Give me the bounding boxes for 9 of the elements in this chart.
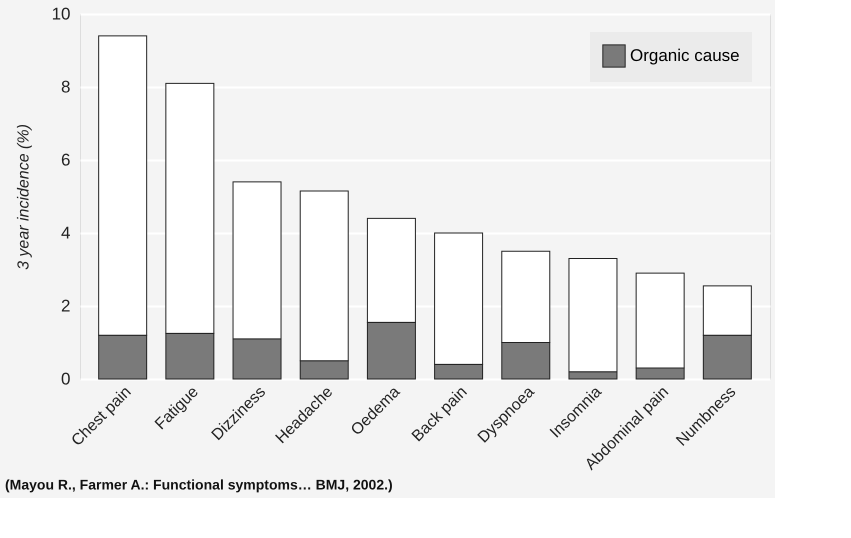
y-tick-label: 6 xyxy=(61,150,70,170)
y-tick-label: 2 xyxy=(61,296,70,316)
legend-label: Organic cause xyxy=(630,46,740,65)
y-tick-label: 0 xyxy=(61,370,70,388)
text: (Mayou R., Farmer A.: Functional symptoms… BMJ, 2002.) xyxy=(5,476,393,492)
y-tick-label: 10 xyxy=(52,4,70,24)
y-tick-label: 4 xyxy=(61,224,70,242)
y-tick-label: 8 xyxy=(61,78,70,96)
y-axis-title: 3 year incidence (%) xyxy=(16,124,33,270)
